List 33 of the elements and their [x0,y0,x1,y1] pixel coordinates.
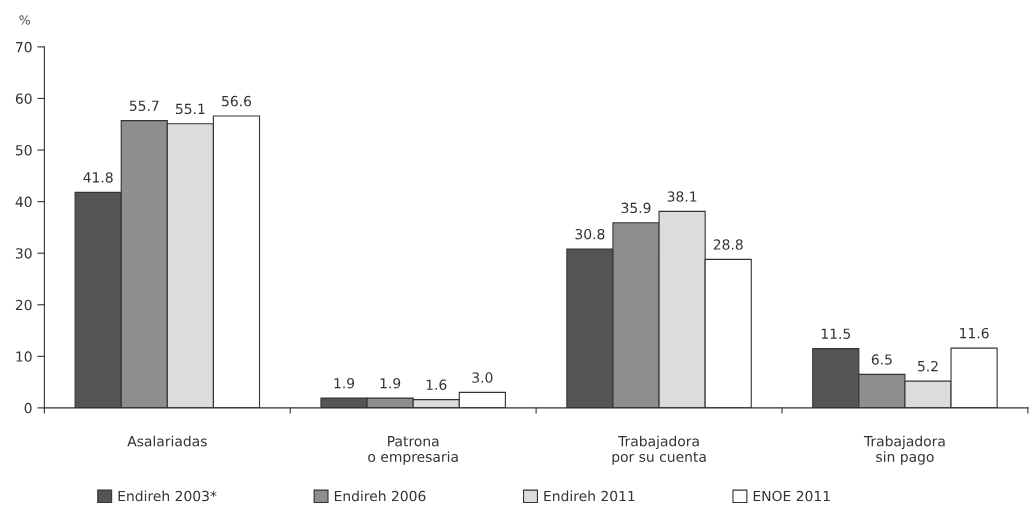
data-label: 1.9 [380,377,401,389]
y-tick-label: 30 [15,248,32,259]
y-tick-label: 40 [15,196,32,208]
y-tick-label: 0 [24,402,32,414]
y-tick-label: 60 [15,93,32,104]
legend-label: Endireh 2003* [118,490,217,502]
y-tick-label: 70 [16,41,32,53]
data-label: 3.0 [472,372,493,383]
legend-label: Endireh 2011 [544,490,635,502]
x-tick-label: Patrona o empresaria [368,436,458,465]
data-label: 1.6 [426,379,447,391]
data-label: 38.1 [667,191,697,202]
y-tick-label: 10 [16,351,32,362]
data-label: 55.7 [129,100,159,112]
data-label: 56.6 [222,95,252,107]
data-label: 28.8 [713,239,743,250]
data-label: 11.6 [960,327,989,339]
data-label: 35.9 [621,202,651,214]
data-label: 1.9 [334,377,355,389]
y-tick-label: 50 [15,145,32,156]
data-label: 5.2 [918,360,938,372]
legend-label: Endireh 2006 [334,490,426,502]
y-tick-label: 20 [15,299,32,311]
data-label: 11.5 [821,328,851,339]
x-tick-label: Trabajadora por su cuenta [612,435,706,465]
x-tick-label: Trabajadora sin pago [863,435,945,465]
data-label: 55.1 [175,103,205,115]
y-axis-title: % [19,15,30,25]
data-label: 41.8 [83,172,113,183]
legend-label: ENOE 2011 [753,490,830,502]
data-label: 30.8 [575,228,605,240]
x-tick-label: Asalariadas [127,435,207,447]
data-label: 6.5 [871,354,892,365]
